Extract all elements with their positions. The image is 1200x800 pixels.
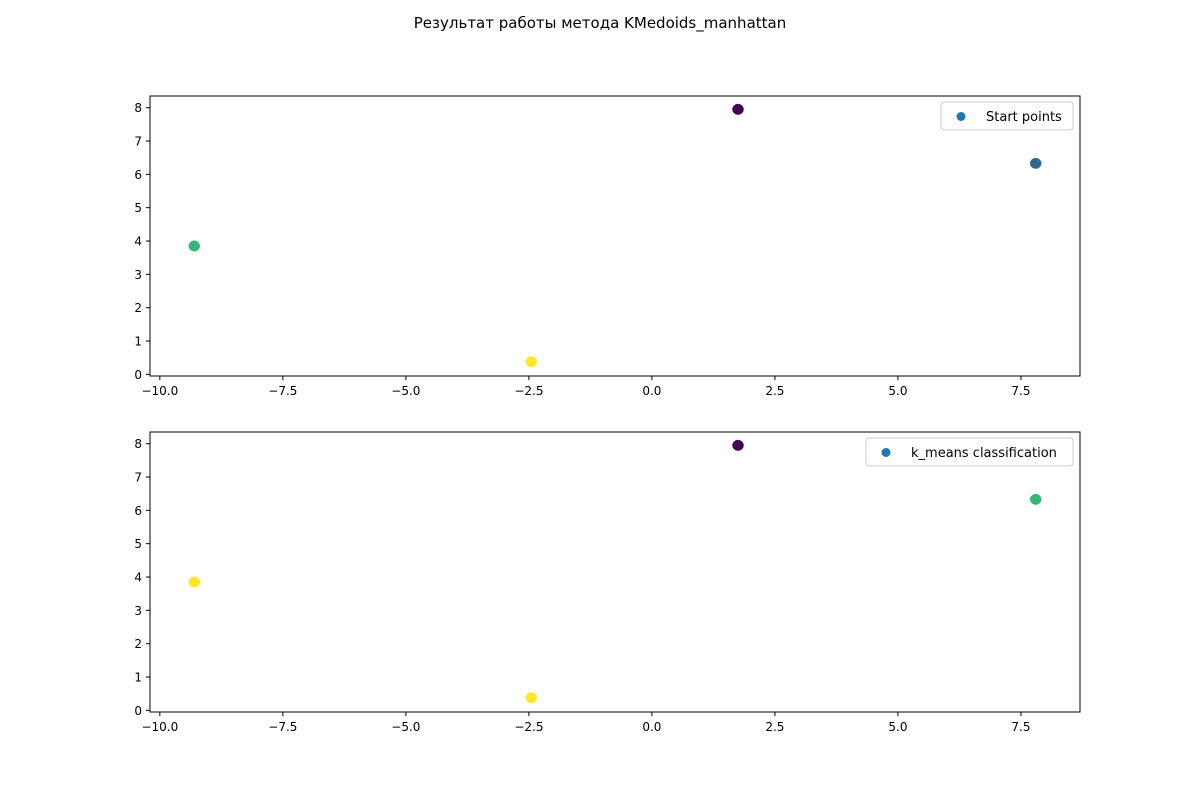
x-tick-label: −7.5 xyxy=(268,720,297,734)
y-tick-label: 2 xyxy=(134,637,142,651)
x-tick-label: −10.0 xyxy=(141,720,178,734)
legend-marker xyxy=(881,448,891,457)
y-tick-label: 6 xyxy=(134,504,142,518)
legend: Start points xyxy=(940,101,1074,131)
y-tick-label: 1 xyxy=(134,335,142,349)
legend-marker xyxy=(956,112,966,121)
y-tick-label: 3 xyxy=(134,604,142,618)
y-tick-label: 2 xyxy=(134,301,142,315)
y-tick-label: 1 xyxy=(134,671,142,685)
x-tick-label: −5.0 xyxy=(391,720,420,734)
legend-label: Start points xyxy=(986,110,1062,125)
legend-box xyxy=(865,437,1074,467)
y-tick-label: 7 xyxy=(134,135,142,149)
x-tick-label: 0.0 xyxy=(642,720,661,734)
scatter-point xyxy=(188,240,201,252)
y-tick-label: 7 xyxy=(134,471,142,485)
scatter-point xyxy=(732,103,744,115)
x-tick-label: −2.5 xyxy=(514,384,543,398)
x-tick-label: −10.0 xyxy=(141,384,178,398)
y-tick-label: 0 xyxy=(134,704,142,718)
x-tick-label: −2.5 xyxy=(514,720,543,734)
x-tick-label: −7.5 xyxy=(268,384,297,398)
y-tick-label: 3 xyxy=(134,268,142,282)
scatter-point xyxy=(732,439,744,451)
y-tick-label: 8 xyxy=(134,437,142,451)
x-tick-label: 5.0 xyxy=(888,384,907,398)
scatter-point xyxy=(1029,493,1042,505)
y-tick-label: 5 xyxy=(134,201,142,215)
y-tick-label: 8 xyxy=(134,101,142,115)
x-tick-label: 5.0 xyxy=(888,720,907,734)
x-tick-label: 2.5 xyxy=(765,720,784,734)
legend: k_means classification xyxy=(865,437,1074,467)
y-tick-label: 6 xyxy=(134,168,142,182)
scatter-point xyxy=(525,356,538,368)
scatter-point xyxy=(188,576,201,588)
subplot-2: −10.0 −7.5 −5.0 −2.5 0.0 2.5 5.0 7.5 0 1 2 3 4 5 6 7 8 k_… xyxy=(134,431,1081,734)
scatter-point xyxy=(525,692,538,704)
x-tick-label: −5.0 xyxy=(391,384,420,398)
legend-box xyxy=(940,101,1074,131)
subplot-1: −10.0 −7.5 −5.0 −2.5 0.0 2.5 5.0 7.5 0 1 2 3 4 5 6 7 8 St… xyxy=(134,95,1081,398)
y-tick-label: 4 xyxy=(134,571,142,585)
axes-frame xyxy=(149,431,1081,713)
y-tick-label: 5 xyxy=(134,537,142,551)
y-tick-label: 0 xyxy=(134,368,142,382)
x-tick-label: 7.5 xyxy=(1011,720,1030,734)
figure-title: Результат работы метода KMedoids_manhatt… xyxy=(414,14,786,33)
y-tick-label: 4 xyxy=(134,235,142,249)
subplots: −10.0 −7.5 −5.0 −2.5 0.0 2.5 5.0 7.5 0 1 2 3 4 5 6 7 8 St… xyxy=(134,95,1081,734)
x-tick-label: 7.5 xyxy=(1011,384,1030,398)
x-tick-label: 0.0 xyxy=(642,384,661,398)
x-tick-label: 2.5 xyxy=(765,384,784,398)
axes-frame xyxy=(149,95,1081,377)
scatter-point xyxy=(1029,157,1042,169)
legend-label: k_means classification xyxy=(911,446,1057,461)
